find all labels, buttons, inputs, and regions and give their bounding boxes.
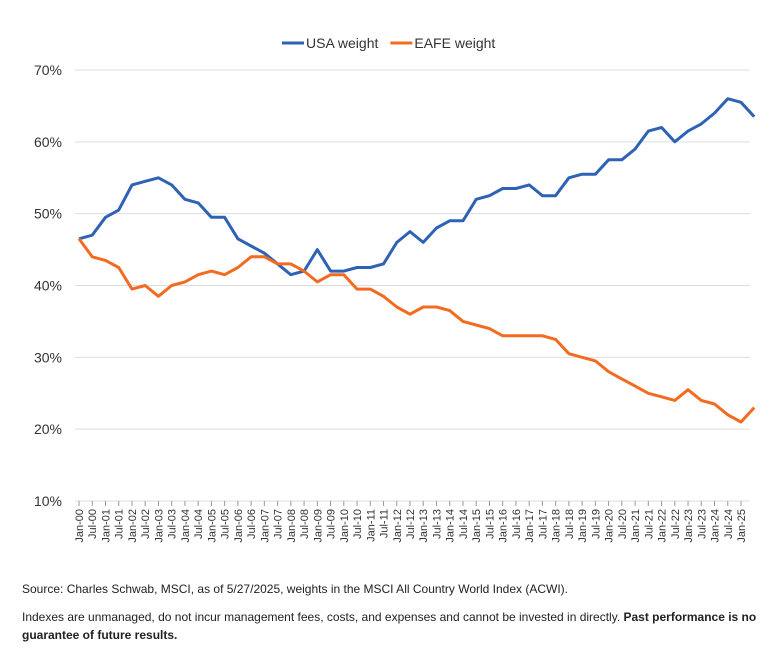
x-tick-label: Jan-24 <box>710 509 722 543</box>
x-tick-label: Jul-03 <box>167 509 179 539</box>
x-tick-label: Jul-17 <box>537 509 549 539</box>
x-tick-label: Jan-17 <box>524 509 536 543</box>
x-tick-label: Jan-19 <box>577 509 589 543</box>
x-tick-label: Jul-02 <box>140 509 152 539</box>
x-tick-label: Jul-14 <box>458 509 470 539</box>
x-tick-label: Jul-22 <box>670 509 682 539</box>
y-tick-label: 70% <box>34 62 62 78</box>
series-line <box>77 237 756 424</box>
x-tick-label: Jul-13 <box>431 509 443 539</box>
x-tick-label: Jan-09 <box>312 509 324 543</box>
x-tick-label: Jan-01 <box>100 509 112 543</box>
x-tick-label: Jul-07 <box>273 509 285 539</box>
y-tick-label: 20% <box>34 421 62 437</box>
x-tick-label: Jul-05 <box>220 509 232 539</box>
y-tick-label: 10% <box>34 493 62 509</box>
x-tick-label: Jul-23 <box>696 509 708 539</box>
y-tick-label: 40% <box>34 278 62 294</box>
notes: Source: Charles Schwab, MSCI, as of 5/27… <box>22 580 762 654</box>
source-note: Source: Charles Schwab, MSCI, as of 5/27… <box>22 582 569 596</box>
x-tick-label: Jan-04 <box>180 509 192 543</box>
x-tick-label: Jul-16 <box>511 509 523 539</box>
x-tick-label: Jul-09 <box>326 509 338 539</box>
series-line <box>78 97 756 277</box>
x-tick-label: Jul-18 <box>564 509 576 539</box>
x-tick-label: Jul-04 <box>193 509 205 539</box>
x-tick-label: Jan-03 <box>153 509 165 543</box>
chart: 10%20%30%40%50%60%70%Jan-00 Jul-00 Jan-01 J… <box>34 35 756 543</box>
x-tick-label: Jan-18 <box>551 509 563 543</box>
x-tick-label: Jan-23 <box>683 509 695 543</box>
x-tick-label: Jul-12 <box>405 509 417 539</box>
disclaimer-bold: Past performance is no guarantee of futu… <box>22 610 757 642</box>
x-tick-label: Jul-06 <box>246 509 258 539</box>
x-tick-label: Jan-21 <box>630 509 642 543</box>
x-tick-label: Jul-15 <box>484 509 496 539</box>
x-tick-label: Jan-00 <box>74 509 86 543</box>
x-tick-label: Jul-19 <box>590 509 602 539</box>
legend-label: USA weight <box>306 35 378 51</box>
y-tick-label: 50% <box>34 206 62 222</box>
x-tick-label: Jul-20 <box>617 509 629 539</box>
x-tick-label: Jan-05 <box>206 509 218 543</box>
x-tick-label: Jul-00 <box>87 509 99 539</box>
x-tick-label: Jan-22 <box>657 509 669 543</box>
legend-label: EAFE weight <box>414 35 495 51</box>
y-tick-label: 60% <box>34 134 62 150</box>
x-tick-label: Jul-01 <box>114 509 126 539</box>
x-tick-label: Jan-11 <box>365 509 377 542</box>
disclaimer-text: Indexes are unmanaged, do not incur mana… <box>22 610 621 624</box>
x-tick-label: Jul-08 <box>299 509 311 539</box>
x-tick-label: Jul-11 <box>379 509 391 538</box>
x-tick-label: Jan-13 <box>418 509 430 543</box>
x-tick-label: Jan-16 <box>498 509 510 543</box>
x-tick-label: Jan-14 <box>445 509 457 543</box>
x-tick-label: Jan-02 <box>127 509 139 543</box>
x-tick-label: Jan-06 <box>233 509 245 543</box>
x-tick-label: Jan-10 <box>339 509 351 543</box>
x-tick-label: Jan-12 <box>392 509 404 543</box>
x-tick-label: Jan-08 <box>286 509 298 543</box>
x-tick-label: Jan-07 <box>259 509 271 543</box>
x-tick-label: Jan-20 <box>604 509 616 543</box>
x-tick-label: Jan-15 <box>471 509 483 543</box>
y-tick-label: 30% <box>34 349 62 365</box>
x-tick-label: Jul-21 <box>643 509 655 539</box>
x-tick-label: Jul-24 <box>723 509 735 539</box>
x-tick-label: Jul-10 <box>352 509 364 539</box>
x-tick-label: Jan-25 <box>736 509 748 543</box>
disclaimer: Indexes are unmanaged, do not incur mana… <box>22 608 762 644</box>
